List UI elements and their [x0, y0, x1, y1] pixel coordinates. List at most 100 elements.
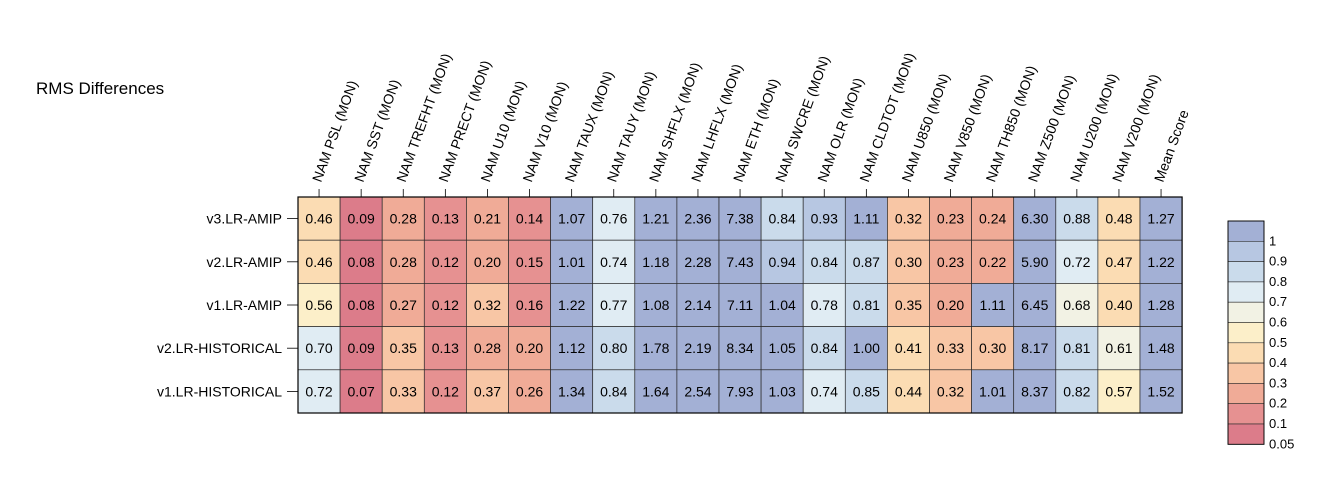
colorbar-tick-label: 0.2 [1269, 396, 1287, 411]
heatmap-cell [297, 326, 341, 371]
cell-value-label: 0.81 [1063, 340, 1090, 356]
cell-value-label: 0.13 [432, 340, 459, 356]
heatmap-cells: 0.46 0.09 0.28 0.13 0.21 0.14 1.07 0.76 1.21 2.36… [297, 196, 1183, 414]
heatmap-cell [1055, 196, 1099, 241]
heatmap-cell [423, 326, 467, 371]
colorbar-swatch [1227, 261, 1265, 283]
column-label: NAM OLR (MON) [814, 75, 867, 184]
cell-value-label: 0.20 [937, 297, 964, 313]
cell-value-label: 0.12 [432, 254, 459, 270]
cell-value-label: 0.16 [516, 297, 543, 313]
cell-value-label: 0.87 [853, 254, 880, 270]
column-label: Mean Score [1151, 107, 1192, 184]
colorbar-swatch [1227, 362, 1265, 384]
cell-value-label: 1.27 [1147, 211, 1174, 227]
colorbar-swatch [1227, 423, 1265, 445]
cell-value-label: 0.56 [305, 297, 332, 313]
cell-value-label: 0.30 [895, 254, 922, 270]
heatmap-cell [760, 326, 804, 371]
heatmap-cell [1055, 239, 1099, 284]
cell-value-label: 0.32 [474, 297, 501, 313]
cell-value-label: 7.93 [726, 383, 753, 399]
colorbar-swatch [1227, 403, 1265, 425]
cell-value-label: 0.24 [979, 211, 1006, 227]
heatmap-cell [550, 326, 594, 371]
heatmap-cell [1139, 239, 1183, 284]
cell-value-label: 0.15 [516, 254, 543, 270]
cell-value-label: 0.23 [937, 254, 964, 270]
cell-value-label: 0.35 [390, 340, 417, 356]
colorbar-swatch [1227, 322, 1265, 344]
cell-value-label: 1.22 [558, 297, 585, 313]
heatmap-cell [760, 196, 804, 241]
cell-value-label: 0.13 [432, 211, 459, 227]
heatmap-cell [297, 369, 341, 414]
cell-value-label: 0.26 [516, 383, 543, 399]
cell-value-label: 2.28 [684, 254, 711, 270]
heatmap-cell [381, 369, 425, 414]
cell-value-label: 1.52 [1147, 383, 1174, 399]
heatmap-cell [676, 239, 720, 284]
cell-value-label: 0.27 [390, 297, 417, 313]
cell-value-label: 1.00 [853, 340, 880, 356]
heatmap-cell [1055, 326, 1099, 371]
cell-value-label: 1.07 [558, 211, 585, 227]
colorbar-tick-label: 0.9 [1269, 254, 1287, 269]
cell-value-label: 0.20 [474, 254, 501, 270]
heatmap-cell [592, 283, 636, 327]
cell-value-label: 1.11 [980, 297, 1006, 313]
cell-value-label: 0.08 [348, 297, 375, 313]
heatmap-cell [1097, 369, 1141, 414]
column-label: NAM U10 (MON) [477, 78, 528, 184]
heatmap-cell [1013, 196, 1057, 241]
cell-value-label: 0.74 [600, 254, 627, 270]
cell-value-label: 1.21 [642, 211, 669, 227]
cell-value-label: 0.94 [769, 254, 796, 270]
cell-value-label: 1.28 [1147, 297, 1174, 313]
cell-value-label: 0.85 [853, 383, 880, 399]
row-label: v1.LR-AMIP [207, 297, 282, 313]
cell-value-label: 0.57 [1105, 383, 1132, 399]
cell-value-label: 0.77 [600, 297, 627, 313]
cell-value-label: 2.19 [684, 340, 711, 356]
cell-value-label: 5.90 [1021, 254, 1048, 270]
heatmap-cell [1055, 369, 1099, 414]
column-label: NAM ETH (MON) [730, 76, 782, 184]
cell-value-label: 1.34 [558, 383, 585, 399]
cell-value-label: 0.82 [1063, 383, 1090, 399]
heatmap-cell [760, 283, 804, 327]
colorbar-border [1227, 220, 1265, 445]
cell-value-label: 0.33 [937, 340, 964, 356]
column-label: NAM V10 (MON) [519, 79, 570, 184]
heatmap-cell [802, 283, 846, 327]
colorbar: 1 0.9 0.8 0.7 0.6 0.5 0.4 0.3 0.2 0.1 0.05 [1227, 220, 1294, 451]
heatmap-cell [634, 283, 678, 327]
colorbar-tick-label: 0.7 [1269, 294, 1287, 309]
cell-value-label: 0.32 [895, 211, 922, 227]
cell-value-label: 2.54 [684, 383, 711, 399]
cell-value-label: 0.33 [390, 383, 417, 399]
cell-value-label: 1.22 [1147, 254, 1174, 270]
heatmap-cell [802, 326, 846, 371]
colorbar-tick-label: 0.05 [1269, 436, 1294, 451]
heatmap-cell [550, 369, 594, 414]
heatmap-cell [1097, 196, 1141, 241]
heatmap-cell [1097, 326, 1141, 371]
cell-value-label: 7.11 [727, 297, 753, 313]
cell-value-label: 0.48 [1105, 211, 1132, 227]
row-labels: v3.LR-AMIP v2.LR-AMIP v1.LR-AMIP v2.LR-HIST… [157, 211, 298, 399]
cell-value-label: 0.40 [1105, 297, 1132, 313]
cell-value-label: 0.46 [305, 211, 332, 227]
heatmap-cell [718, 326, 762, 371]
heatmap-cell [1013, 369, 1057, 414]
heatmap-cell [929, 369, 972, 414]
chart-title: RMS Differences [36, 79, 164, 98]
heatmap-cell [1055, 283, 1099, 327]
row-label: v2.LR-AMIP [207, 254, 282, 270]
cell-value-label: 0.37 [474, 383, 501, 399]
cell-value-label: 1.18 [642, 254, 669, 270]
cell-value-label: 0.28 [390, 254, 417, 270]
cell-value-label: 0.68 [1063, 297, 1090, 313]
cell-value-label: 1.04 [769, 297, 796, 313]
